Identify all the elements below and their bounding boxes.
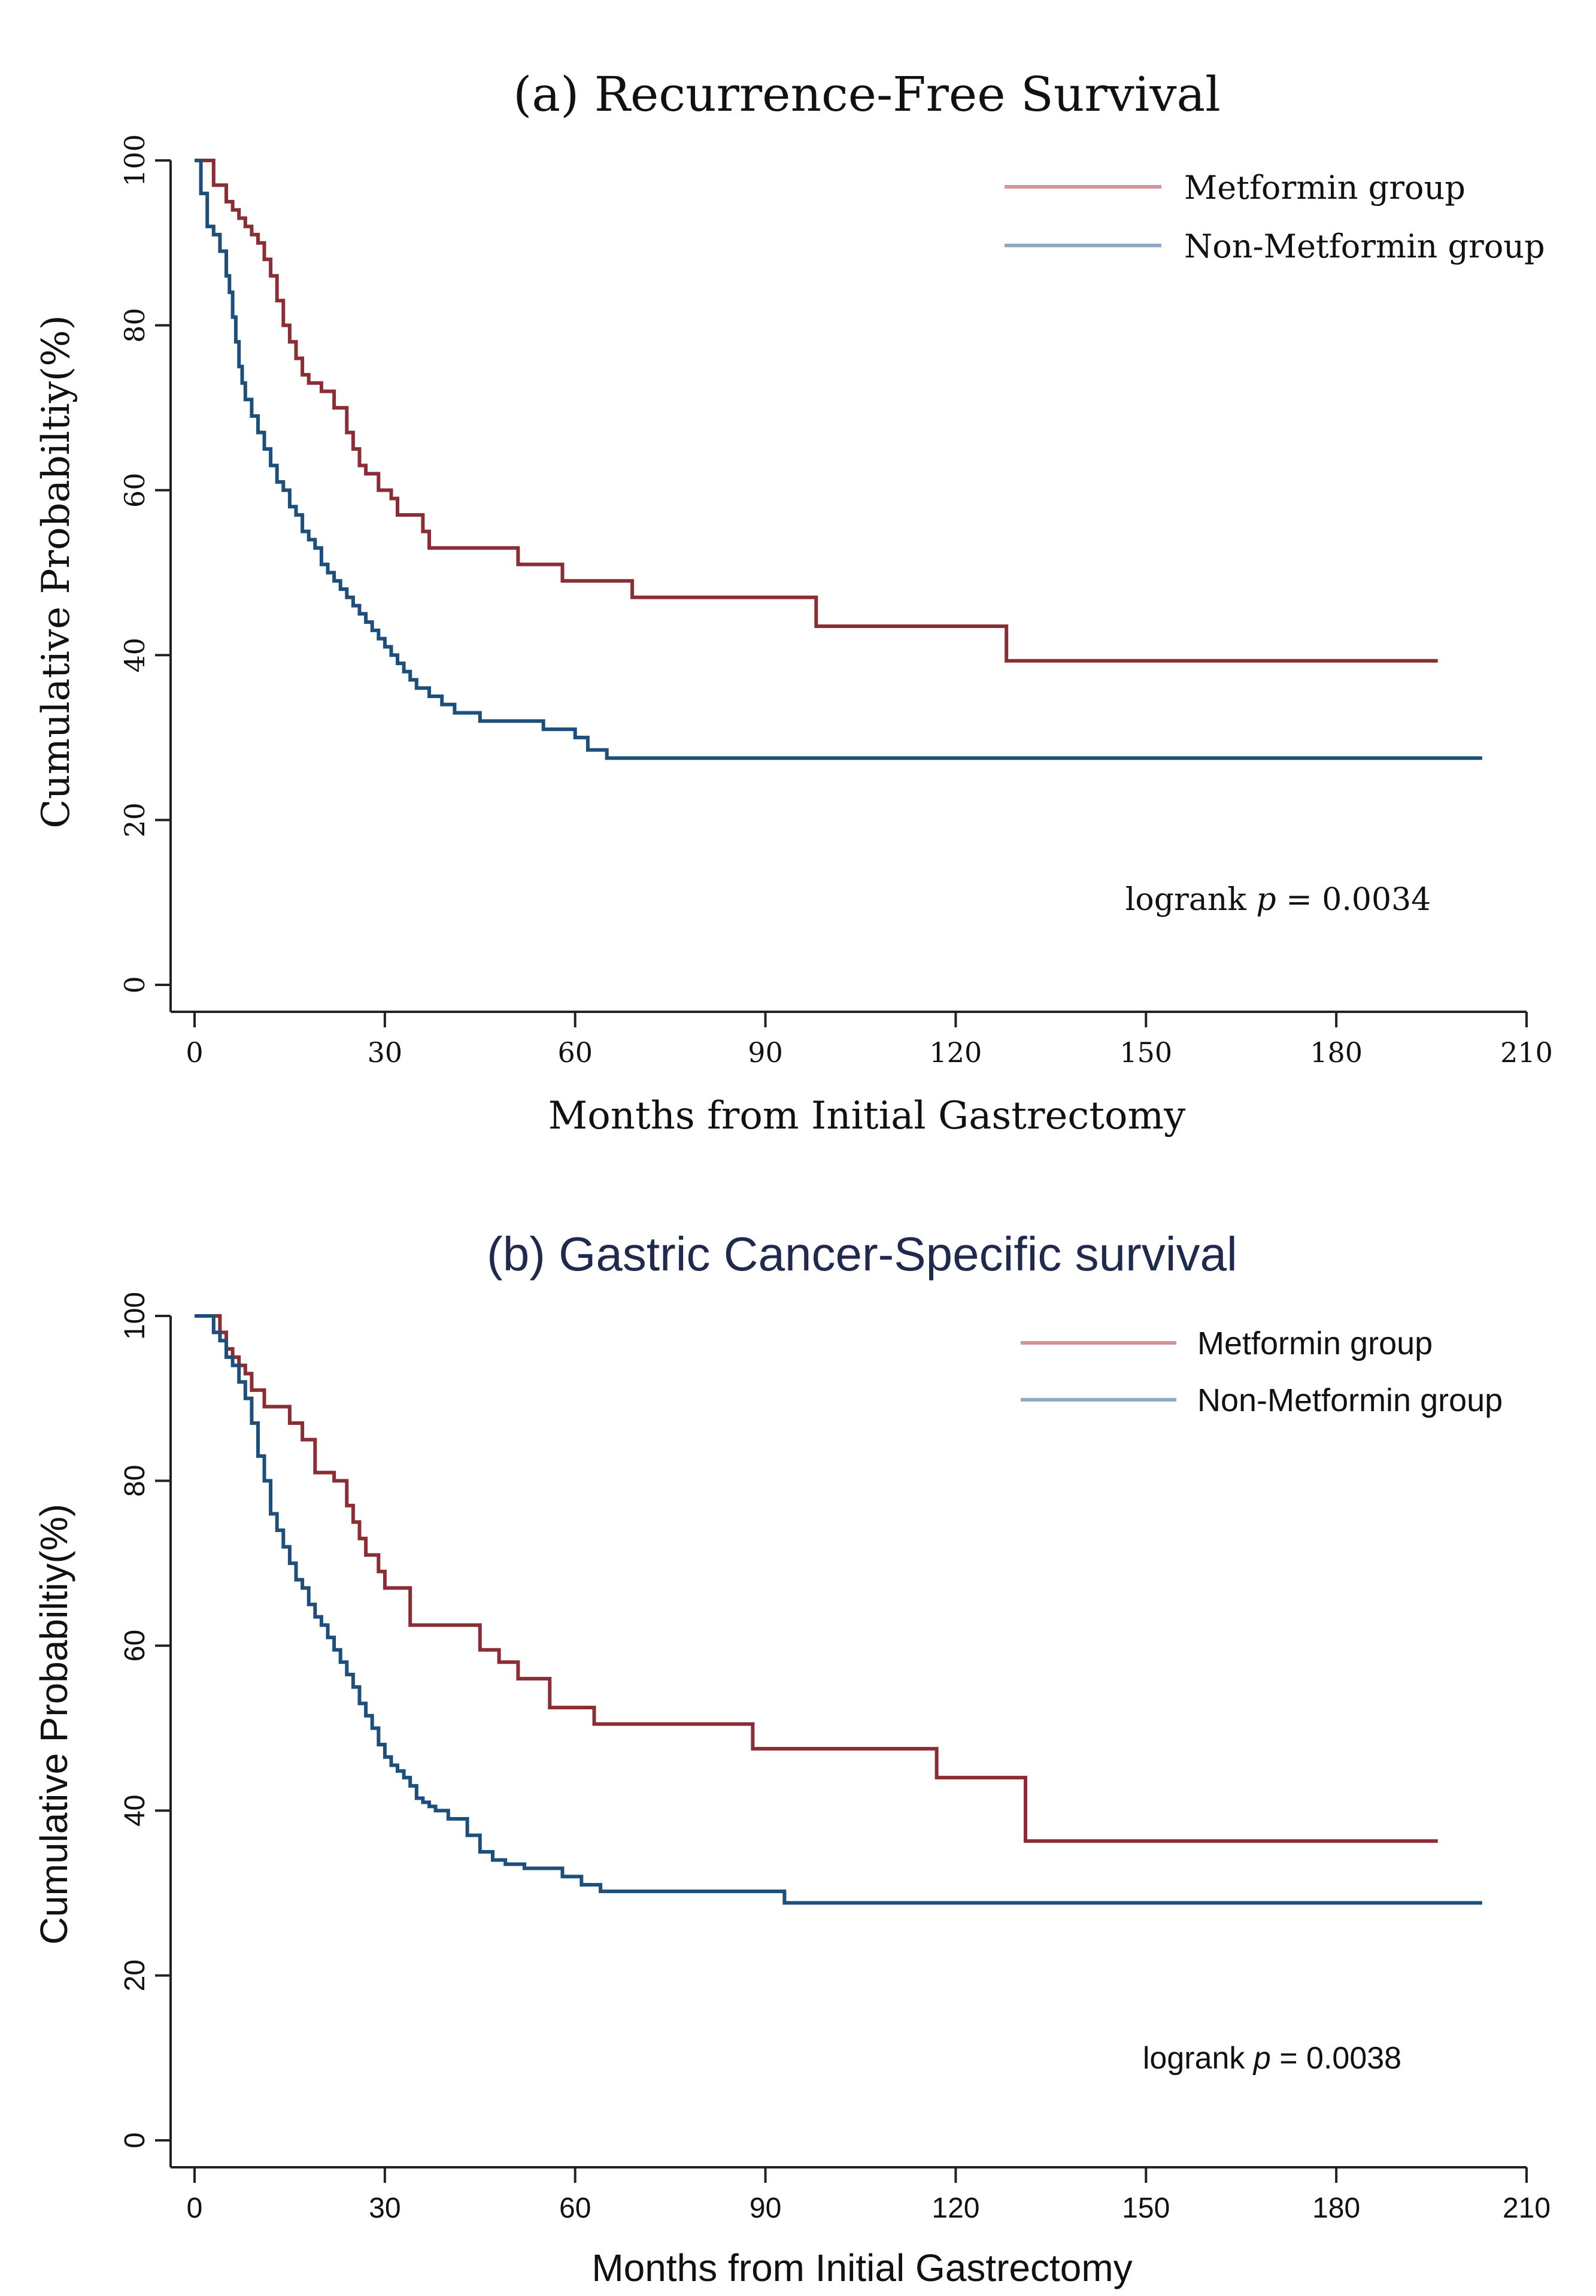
panel-gastric-cancer-specific-survival: (b) Gastric Cancer-Specific survival 0 30…	[32, 1227, 1551, 2289]
x-tick-label: 30	[369, 2192, 400, 2224]
x-tick-label: 150	[1119, 1036, 1172, 1069]
x-tick-label: 120	[930, 1036, 982, 1069]
logrank-prefix: logrank	[1143, 2041, 1254, 2076]
chart-title: (a) Recurrence-Free Survival	[513, 66, 1221, 122]
x-tick-label: 60	[557, 1036, 593, 1069]
y-tick-label: 100	[119, 134, 151, 187]
x-tick-label: 0	[186, 1036, 203, 1069]
x-axis-title: Months from Initial Gastrectomy	[548, 1094, 1186, 1138]
axes: 0 30 60 90 120 150 180 210 0 20 40 60 80 100	[119, 134, 1553, 1069]
series-line-non-metformin-group	[195, 159, 1482, 760]
x-tick-label: 90	[748, 1036, 783, 1069]
plot-area	[195, 159, 1482, 760]
x-tick-label: 60	[559, 2192, 591, 2224]
x-tick-label: 210	[1503, 2192, 1551, 2224]
legend-label-metformin: Metformin group	[1184, 169, 1465, 207]
plot-area	[195, 1314, 1482, 1905]
logrank-p-symbol: p	[1256, 882, 1276, 918]
legend: Metformin group Non-Metformin group	[1005, 169, 1545, 265]
y-axis-title: Cumulative Probabiltiy(%)	[32, 1504, 75, 1945]
series-line-metformin-group	[195, 1314, 1438, 1843]
logrank-p-symbol: p	[1252, 2041, 1271, 2076]
y-tick-label: 100	[119, 1292, 151, 1340]
y-tick-label: 0	[119, 976, 151, 993]
y-tick-label: 80	[119, 308, 151, 343]
x-tick-label: 210	[1500, 1036, 1553, 1069]
logrank-annotation: logrank p = 0.0038	[1143, 2041, 1401, 2076]
series-line-non-metformin-group	[195, 1314, 1482, 1905]
x-tick-label: 90	[750, 2192, 781, 2224]
y-tick-label: 40	[119, 638, 151, 673]
x-tick-label: 180	[1310, 1036, 1363, 1069]
y-tick-label: 20	[119, 1960, 151, 1991]
y-tick-label: 0	[119, 2133, 151, 2149]
logrank-value: = 0.0034	[1276, 882, 1431, 918]
y-tick-label: 60	[119, 473, 151, 508]
legend: Metformin group Non-Metformin group	[1021, 1326, 1503, 1418]
legend-label-non-metformin: Non-Metformin group	[1197, 1382, 1503, 1418]
panel-recurrence-free-survival: (a) Recurrence-Free Survival 0 30 60 90 120 1…	[34, 66, 1553, 1138]
x-tick-label: 180	[1312, 2192, 1360, 2224]
logrank-prefix: logrank	[1125, 882, 1257, 918]
x-tick-label: 120	[931, 2192, 979, 2224]
y-tick-label: 40	[119, 1795, 151, 1827]
y-tick-label: 80	[119, 1465, 151, 1497]
x-tick-label: 0	[187, 2192, 203, 2224]
y-tick-label: 60	[119, 1630, 151, 1661]
y-tick-label: 20	[119, 802, 151, 838]
legend-label-metformin: Metformin group	[1197, 1326, 1433, 1361]
y-axis-title: Cumulative Probabiltiy(%)	[34, 315, 78, 829]
x-axis-title: Months from Initial Gastrectomy	[591, 2246, 1132, 2289]
logrank-value: = 0.0038	[1271, 2041, 1401, 2076]
axes: 0 30 60 90 120 150 180 210 0 20 40 60 80 100	[119, 1292, 1551, 2224]
legend-label-non-metformin: Non-Metformin group	[1184, 228, 1545, 265]
chart-title: (b) Gastric Cancer-Specific survival	[487, 1227, 1237, 1281]
logrank-annotation: logrank p = 0.0034	[1125, 882, 1431, 918]
x-tick-label: 150	[1122, 2192, 1170, 2224]
series-line-metformin-group	[195, 159, 1438, 663]
x-tick-label: 30	[368, 1036, 403, 1069]
